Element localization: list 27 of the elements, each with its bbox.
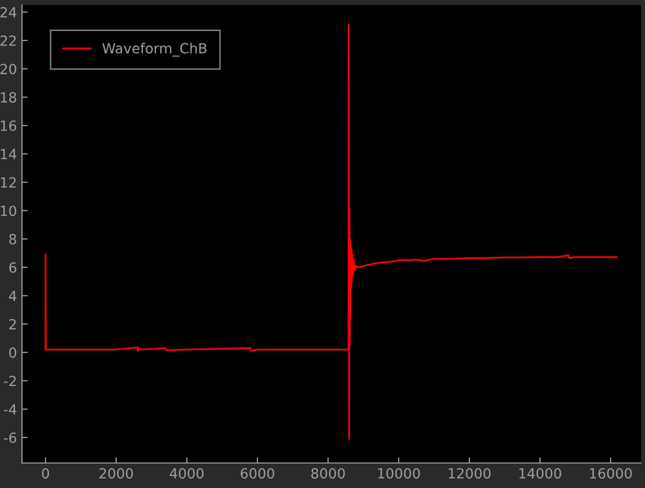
y-tick-label: -6 [4,432,16,443]
x-tick-label: 4000 [170,468,204,479]
y-tick-label: 22 [0,35,16,46]
x-tick-label: 16000 [590,468,632,479]
y-tick-label: 14 [0,149,16,160]
y-tick-label: -4 [4,404,16,414]
x-tick-label: 10000 [378,468,420,479]
x-tick-label: 0 [42,468,50,479]
x-tick-label: 14000 [519,468,562,479]
x-tick-label: 12000 [448,468,491,479]
line-series [44,24,618,440]
y-tick-label: 8 [9,234,16,244]
y-tick-label: 12 [0,177,16,188]
y-tick-label: 4 [8,290,16,301]
x-tick-label: 6000 [240,468,274,479]
legend-label: Waveform_ChB [102,42,206,57]
x-tick-label: 8000 [311,468,345,479]
x-tick-label: 2000 [100,468,133,479]
y-tick-label: 18 [0,92,16,103]
y-tick-label: 20 [0,64,16,74]
y-tick-label: 6 [9,262,16,273]
y-tick-label: 16 [0,120,16,131]
y-tick-label: 2 [9,319,16,330]
y-tick-label: 24 [0,7,16,18]
y-tick-label: 0 [9,347,16,358]
y-tick-label: 10 [0,206,16,216]
y-tick-label: -2 [4,376,16,386]
